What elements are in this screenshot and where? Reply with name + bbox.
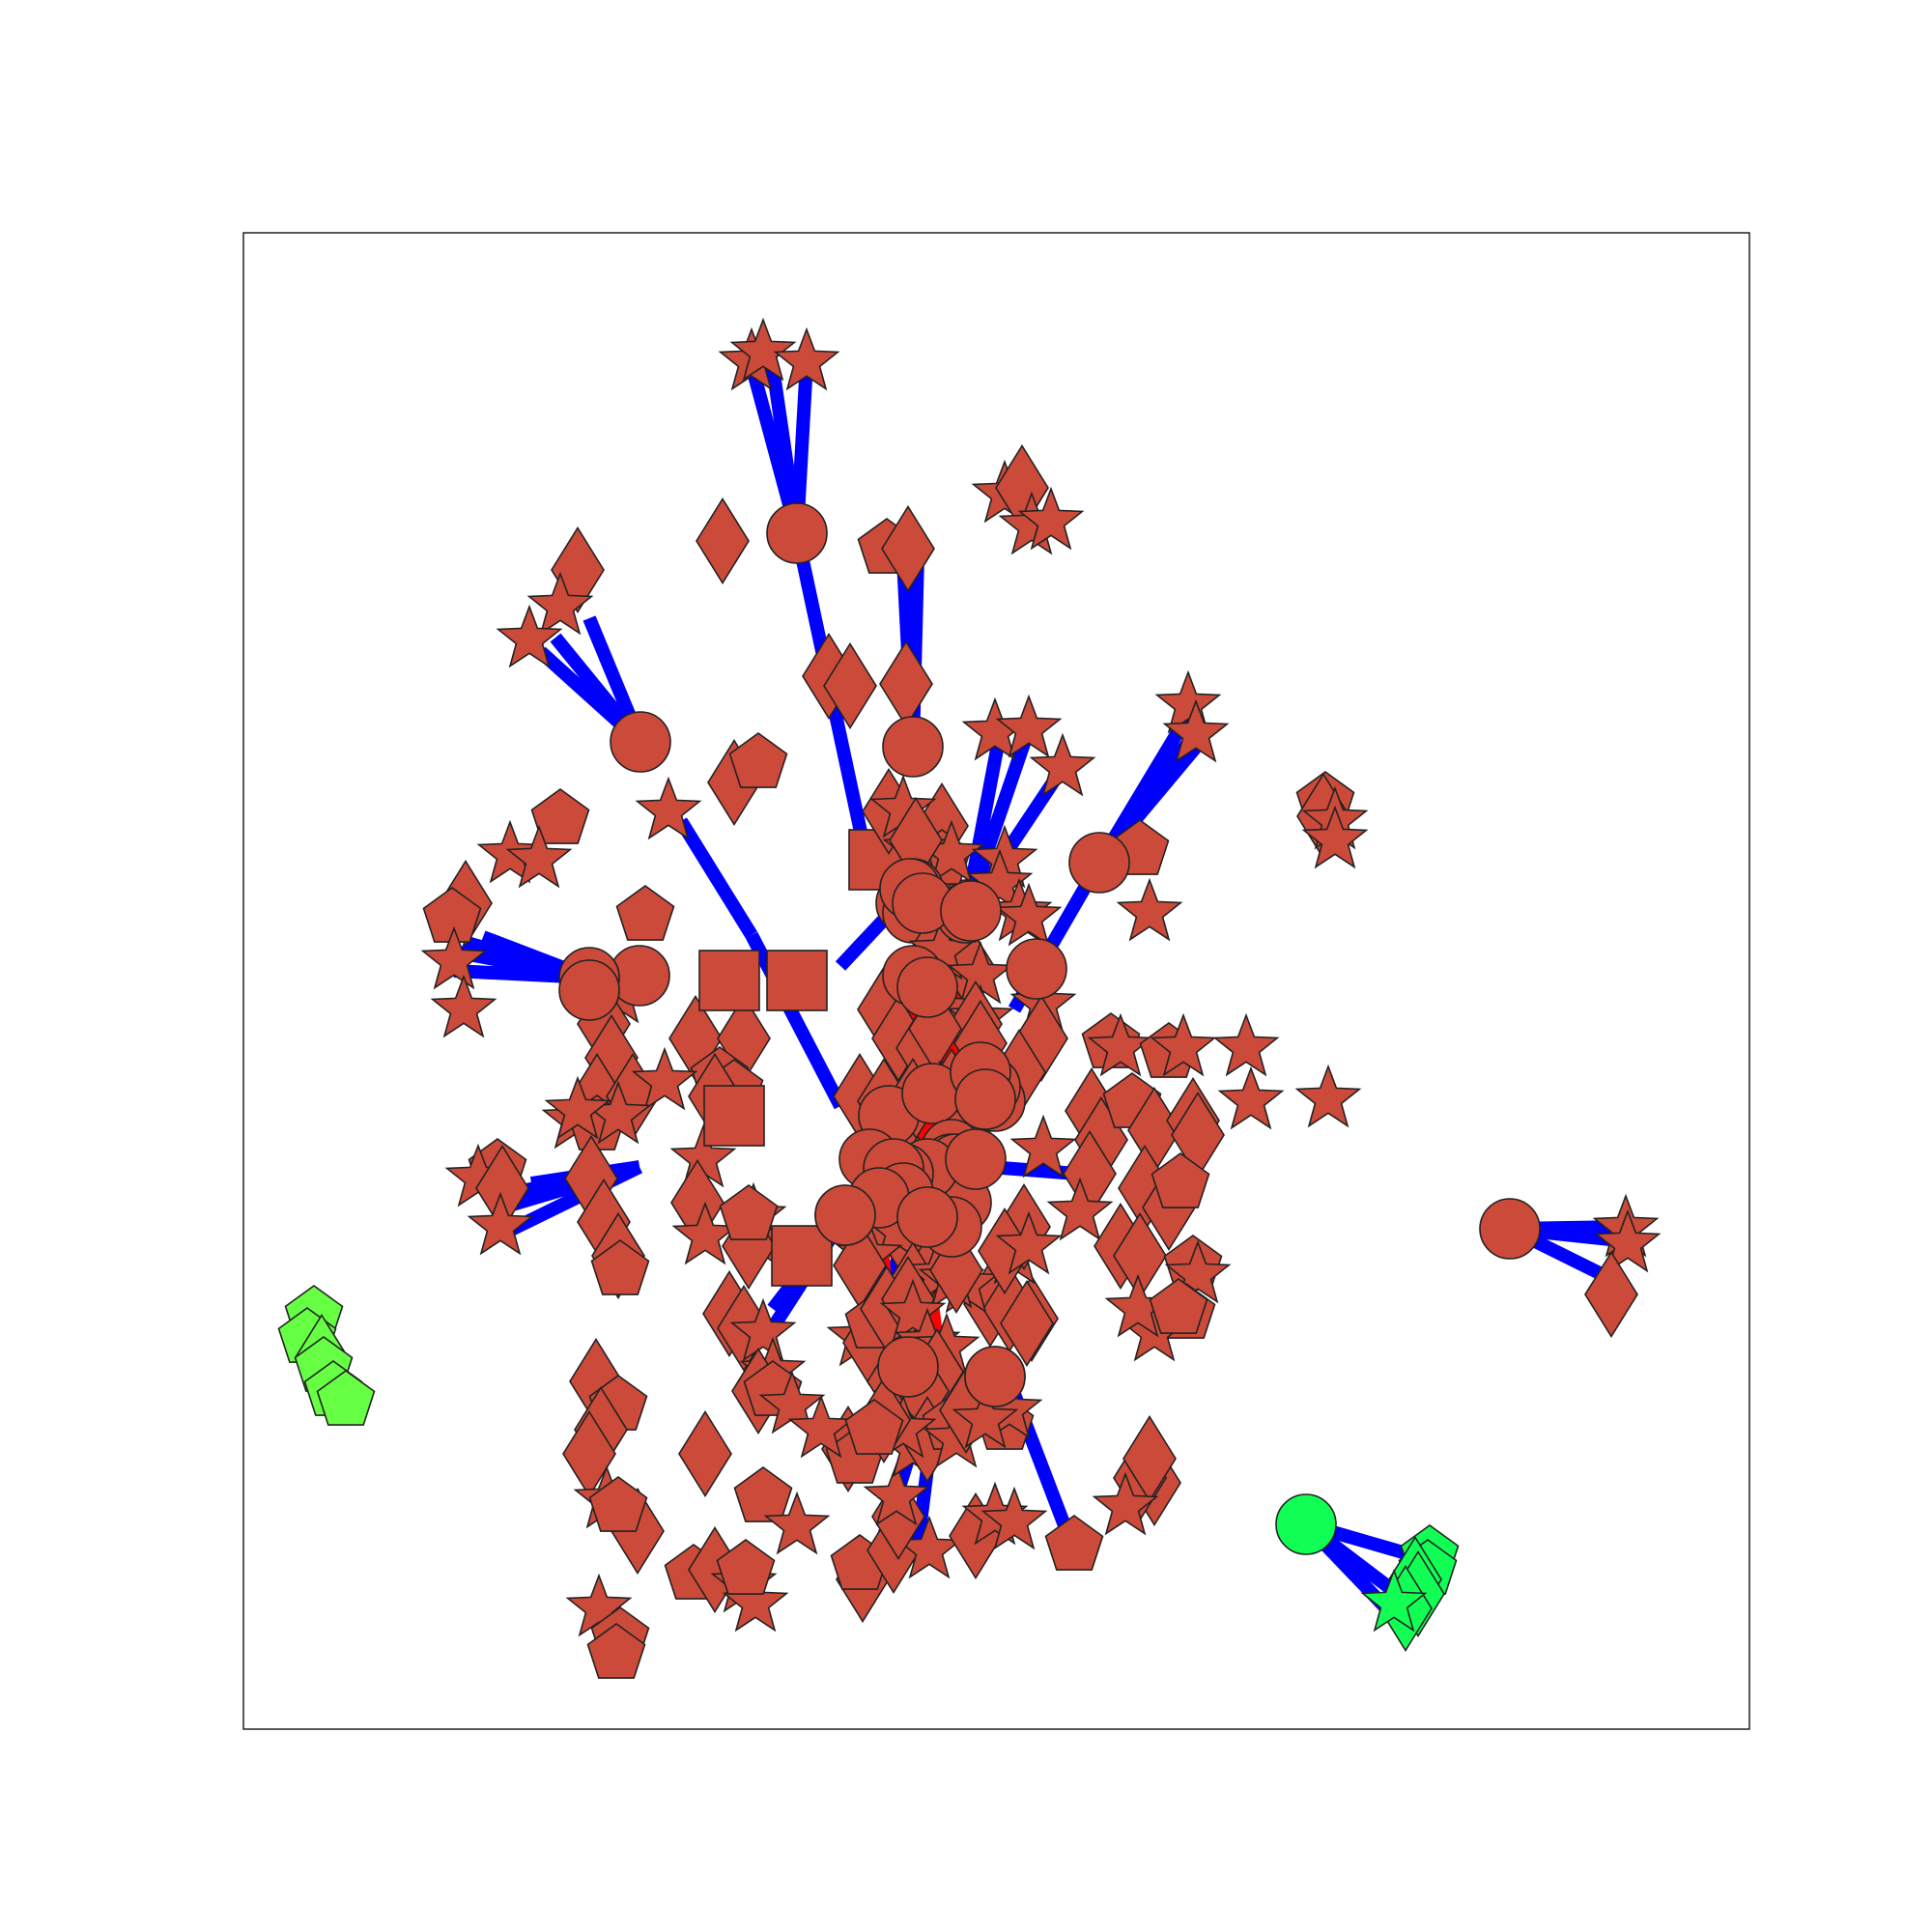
node-core-circle	[954, 1068, 1016, 1130]
node-core-circle	[964, 1346, 1026, 1407]
node-green-hub-circle	[1275, 1493, 1337, 1555]
node-star	[1092, 1471, 1159, 1536]
node-star	[1164, 1239, 1232, 1304]
node-star	[1212, 1012, 1280, 1077]
node-hub-circle	[1479, 1198, 1541, 1260]
node-pentagon	[733, 1466, 793, 1522]
node-diamond	[1000, 1279, 1054, 1368]
node-star	[631, 1046, 698, 1111]
node-star	[1594, 1208, 1662, 1273]
edge-blue	[675, 817, 757, 939]
node-star	[995, 1210, 1063, 1275]
node-star	[1046, 1177, 1114, 1241]
node-star	[526, 571, 594, 636]
node-core-circle	[877, 1336, 939, 1398]
node-star	[763, 1491, 831, 1555]
node-star	[1154, 669, 1222, 734]
node-hub-circle	[558, 959, 620, 1021]
node-star	[1150, 1012, 1217, 1077]
node-star	[863, 1462, 930, 1526]
node-layer	[277, 317, 1662, 1679]
node-pentagon	[719, 1184, 779, 1240]
node-star	[995, 694, 1063, 758]
node-pentagon	[1149, 1278, 1208, 1334]
node-pentagon	[530, 788, 590, 844]
node-diamond	[678, 1409, 732, 1498]
node-pentagon	[728, 732, 788, 788]
node-star	[430, 974, 497, 1038]
node-hub-circle	[882, 716, 944, 778]
node-star	[729, 317, 797, 382]
node-star	[1017, 486, 1085, 551]
node-green-pentagon	[316, 1370, 376, 1426]
node-diamond	[696, 497, 750, 585]
node-core-circle	[940, 880, 1002, 942]
node-star	[496, 604, 563, 668]
node-square	[698, 950, 760, 1011]
node-core-circle	[896, 956, 958, 1018]
node-hub-circle	[1068, 832, 1130, 894]
node-square	[766, 950, 828, 1011]
node-star	[966, 848, 1034, 913]
node-diamond	[823, 641, 877, 730]
node-star	[980, 1486, 1048, 1550]
node-pentagon	[716, 1539, 776, 1595]
node-diamond	[879, 639, 933, 728]
node-hub-circle	[1006, 938, 1067, 1000]
node-core-circle	[945, 1128, 1007, 1190]
node-star	[1116, 877, 1183, 942]
node-pentagon	[588, 1476, 648, 1532]
node-star	[952, 1384, 1019, 1449]
node-pentagon	[590, 1239, 650, 1295]
node-pentagon	[844, 1399, 904, 1455]
node-star	[879, 1278, 947, 1343]
node-star	[729, 1297, 797, 1362]
node-diamond	[1584, 1250, 1638, 1339]
node-star	[995, 882, 1063, 947]
node-star	[505, 824, 573, 889]
node-star	[1301, 805, 1369, 869]
node-square	[703, 1085, 765, 1147]
node-star	[544, 1075, 611, 1140]
node-diamond	[881, 504, 935, 593]
node-green-star	[1360, 1568, 1428, 1633]
node-star	[1294, 1064, 1362, 1128]
node-core-circle	[896, 1186, 958, 1248]
node-star	[635, 776, 702, 840]
node-star	[1162, 698, 1230, 763]
node-core-circle	[814, 1184, 876, 1246]
node-star	[467, 1191, 534, 1256]
node-pentagon	[1151, 1152, 1210, 1208]
node-star	[420, 925, 488, 990]
node-hub-circle	[610, 711, 671, 773]
node-star	[1009, 1114, 1077, 1179]
node-pentagon	[586, 1623, 646, 1679]
node-square	[771, 1225, 833, 1287]
node-star	[1217, 1065, 1285, 1130]
node-star	[1029, 732, 1096, 797]
plot-frame	[242, 232, 1750, 1730]
node-star	[787, 1394, 855, 1459]
node-star	[1087, 1012, 1154, 1077]
node-hub-circle	[766, 502, 828, 564]
node-pentagon	[1044, 1515, 1104, 1571]
node-pentagon	[615, 885, 675, 941]
node-star	[773, 327, 840, 391]
